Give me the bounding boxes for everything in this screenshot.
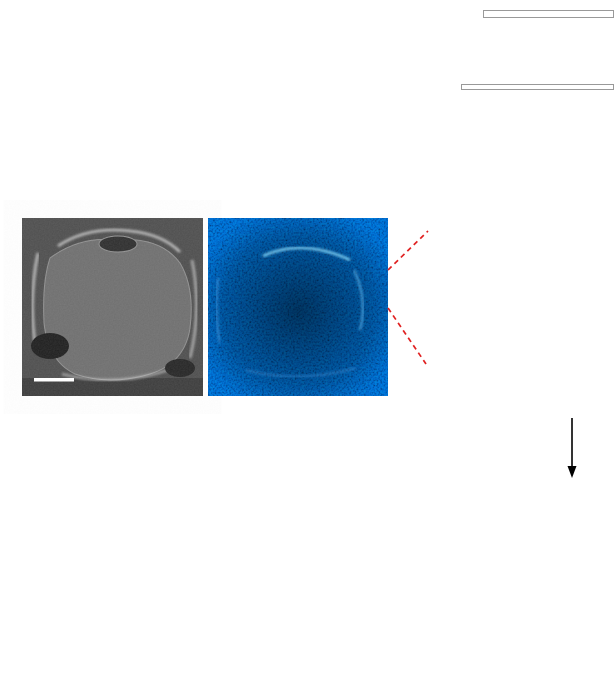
connector-bottom bbox=[387, 307, 427, 365]
arrowhead-icon bbox=[567, 466, 577, 478]
phase-fraction-box bbox=[461, 84, 614, 90]
li-bright-rim bbox=[262, 246, 351, 262]
sem-image bbox=[22, 218, 203, 396]
scale-bar bbox=[34, 378, 74, 382]
cube-block-sio2 bbox=[316, 412, 428, 518]
cube-block-li bbox=[60, 412, 172, 518]
rietveld-legend bbox=[483, 10, 614, 18]
zoom-connector-lines bbox=[387, 230, 429, 365]
cube-block-o bbox=[446, 412, 558, 518]
xrd-time-series-chart bbox=[10, 2, 310, 208]
connector-top bbox=[387, 230, 429, 271]
depth-arrow bbox=[567, 418, 577, 478]
cube-render-o bbox=[446, 412, 558, 512]
li-ion-map bbox=[208, 218, 388, 396]
depth-profile-chart bbox=[30, 538, 616, 673]
cube-render-lio bbox=[188, 412, 300, 512]
depth-annotation bbox=[556, 414, 614, 486]
mass-spectrum-chart bbox=[394, 214, 616, 400]
rietveld-chart bbox=[310, 2, 616, 208]
cube-render-li bbox=[60, 412, 172, 512]
cube-block-lio bbox=[188, 412, 300, 518]
cube-render-sio2 bbox=[316, 412, 428, 512]
